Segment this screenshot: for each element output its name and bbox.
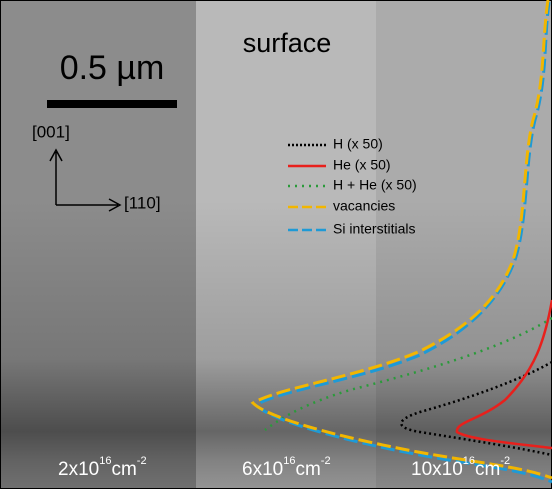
- dose-exp: 16: [283, 455, 295, 467]
- dose-exp: 16: [99, 455, 111, 467]
- legend-label: vacancies: [333, 198, 395, 214]
- dose-unit: cm: [111, 459, 136, 480]
- legend-label: H + He (x 50): [333, 177, 417, 193]
- axis-right: [110]: [124, 193, 161, 212]
- dose-unit: cm: [475, 459, 500, 480]
- scale-label: 0.5 µm: [60, 49, 165, 87]
- legend-label: H (x 50): [333, 136, 383, 152]
- legend-label: Si interstitials: [333, 221, 415, 237]
- dose-unit-exp: -2: [137, 455, 147, 467]
- legend-label: He (x 50): [333, 157, 391, 173]
- dose-unit: cm: [295, 459, 320, 480]
- legend: H (x 50) He (x 50) H + He (x 50) vacanci…: [288, 136, 417, 237]
- dose-unit-exp: -2: [321, 455, 331, 467]
- dose-unit-exp: -2: [500, 455, 510, 467]
- dose-label: 10x1016cm-2: [411, 455, 510, 480]
- si-profile: [253, 1, 552, 484]
- dose-base: 6x10: [242, 459, 283, 480]
- h-profile: [400, 360, 552, 457]
- hhe-profile: [264, 316, 552, 432]
- scale-bar: [47, 100, 177, 108]
- dose-exp: 16: [463, 455, 475, 467]
- axis-arrows: [49, 148, 122, 212]
- dose-base: 10x10: [411, 459, 463, 480]
- damage-band: [0, 200, 552, 489]
- he-profile: [455, 299, 552, 450]
- surface-label: surface: [243, 28, 332, 58]
- dose-label: 6x1016cm-2: [242, 455, 331, 480]
- dose-label: 2x1016cm-2: [58, 455, 147, 480]
- axis-up: [001]: [32, 122, 70, 141]
- dose-base: 2x10: [58, 459, 99, 480]
- vacancy-profile: [250, 0, 552, 480]
